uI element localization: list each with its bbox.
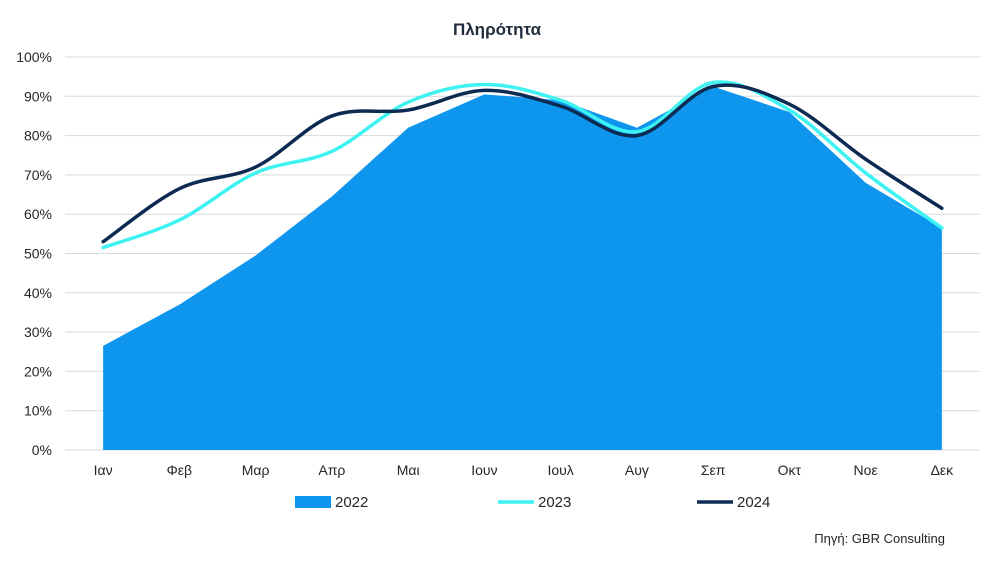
- line-series-layer: [101, 80, 944, 250]
- y-tick-label: 90%: [24, 88, 52, 104]
- x-tick-label: Νοε: [854, 462, 878, 478]
- y-axis: 0% 10% 20% 30% 40% 50% 60% 70% 80% 90% 100%: [16, 49, 52, 458]
- x-tick-label: Δεκ: [931, 462, 955, 478]
- y-tick-label: 80%: [24, 128, 52, 144]
- y-tick-label: 40%: [24, 285, 52, 301]
- x-tick-label: Μαι: [397, 462, 420, 478]
- y-tick-label: 30%: [24, 324, 52, 340]
- series-2024-line: [101, 83, 944, 244]
- x-tick-label: Ιαν: [94, 462, 113, 478]
- x-axis: Ιαν Φεβ Μαρ Απρ Μαι Ιουν Ιουλ Αυγ Σεπ Οκτ Νοε Δεκ: [94, 462, 955, 478]
- x-tick-label: Ιουν: [471, 462, 497, 478]
- x-tick-label: Φεβ: [167, 462, 192, 478]
- legend-label-2022: 2022: [335, 494, 368, 511]
- x-tick-label: Αυγ: [625, 462, 649, 478]
- y-tick-label: 70%: [24, 167, 52, 183]
- series-2022-area: [103, 86, 942, 450]
- x-tick-label: Μαρ: [242, 462, 270, 478]
- series-2023-line: [101, 80, 944, 250]
- legend-label-2023: 2023: [538, 494, 571, 511]
- area-series-layer: [103, 86, 942, 450]
- y-tick-label: 50%: [24, 246, 52, 262]
- y-tick-label: 20%: [24, 363, 52, 379]
- legend-label-2024: 2024: [737, 494, 770, 511]
- x-tick-label: Σεπ: [701, 462, 726, 478]
- chart-title: Πληρότητα: [453, 20, 542, 39]
- x-tick-label: Απρ: [318, 462, 345, 478]
- y-tick-label: 0%: [32, 442, 52, 458]
- y-tick-label: 100%: [16, 49, 52, 65]
- legend-swatch-2022: [295, 496, 331, 508]
- source-note: Πηγή: GBR Consulting: [814, 531, 945, 546]
- y-tick-label: 60%: [24, 206, 52, 222]
- legend: 2022 2023 2024: [295, 494, 770, 511]
- x-tick-label: Οκτ: [778, 462, 802, 478]
- x-tick-label: Ιουλ: [547, 462, 573, 478]
- y-tick-label: 10%: [24, 403, 52, 419]
